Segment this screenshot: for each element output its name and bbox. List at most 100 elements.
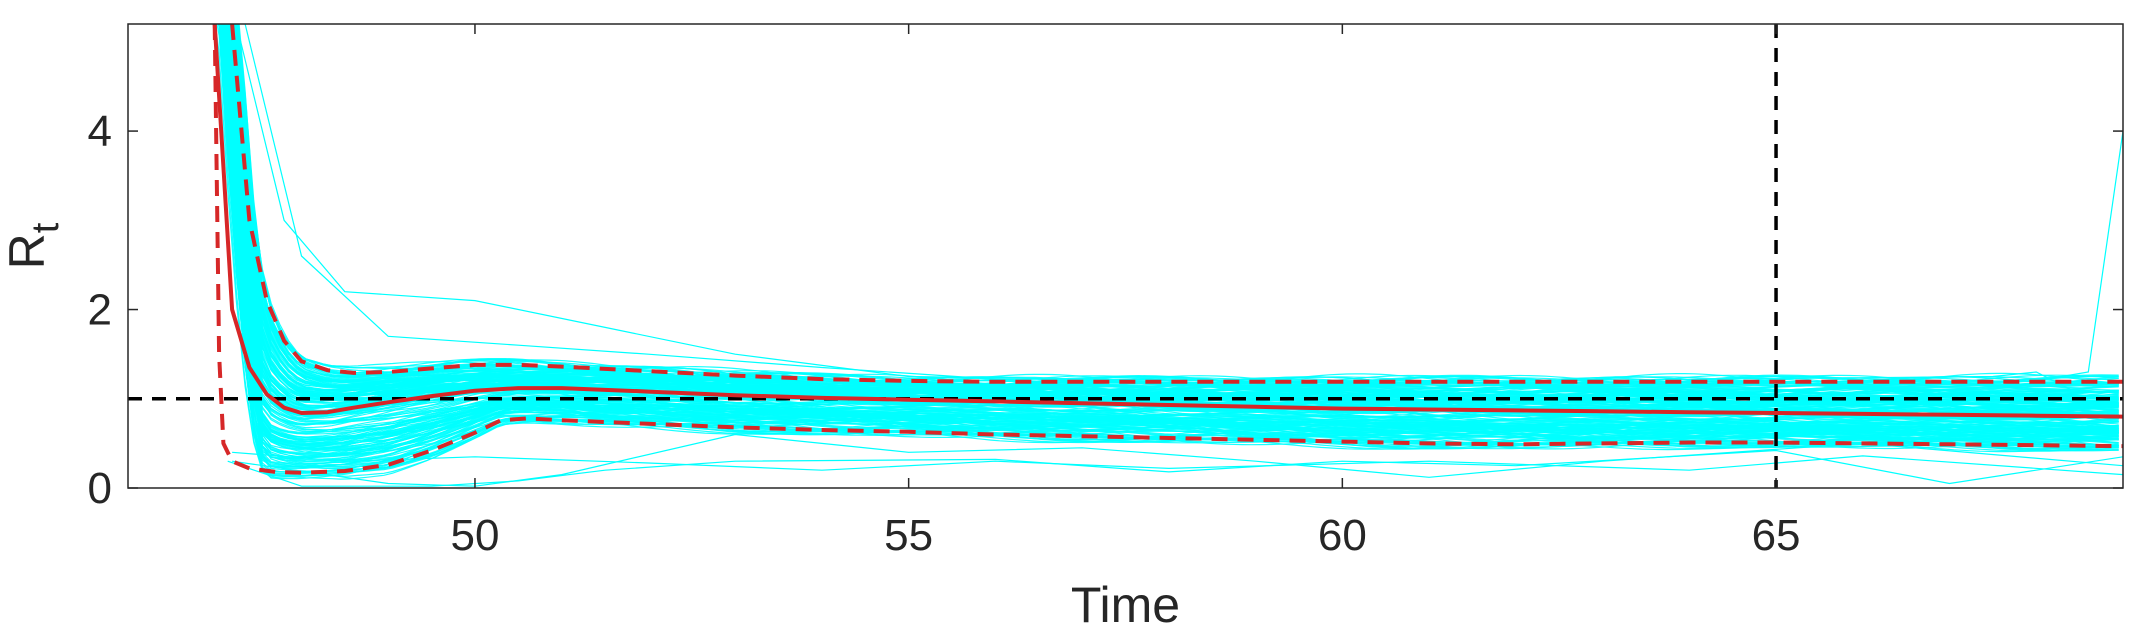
ensemble-trajectory bbox=[232, 24, 2119, 408]
ensemble-trajectory bbox=[229, 24, 2119, 421]
ensemble-trajectory bbox=[221, 24, 2119, 408]
summary-series bbox=[212, 24, 2123, 475]
ensemble-trajectory bbox=[221, 24, 2119, 408]
ensemble-outlier-trajectory bbox=[232, 451, 2123, 476]
x-axis-label: Time bbox=[1071, 577, 1180, 633]
ensemble-trajectory bbox=[229, 24, 2119, 400]
ensemble-trajectory bbox=[236, 24, 2119, 400]
ensemble-trajectory bbox=[222, 24, 2119, 417]
ensemble-trajectory bbox=[229, 24, 2119, 409]
y-axis-label: Rt bbox=[0, 222, 67, 269]
ensemble-trajectory bbox=[228, 24, 2119, 416]
ensemble-trajectory bbox=[236, 24, 2119, 398]
ensemble-trajectory bbox=[237, 24, 2119, 399]
y-axis-ticks: 0 2 4 bbox=[88, 107, 2123, 513]
ensemble-trajectory bbox=[238, 24, 2119, 389]
ensemble-trajectory bbox=[231, 24, 2119, 406]
ensemble-trajectory bbox=[230, 24, 2119, 411]
ensemble-trajectory bbox=[226, 24, 2119, 397]
ensemble-trajectory bbox=[225, 24, 2119, 449]
ensemble-trajectory bbox=[227, 24, 2119, 400]
ensemble-trajectory bbox=[224, 24, 2119, 462]
ensemble-trajectory bbox=[238, 24, 2119, 404]
ensemble-trajectory bbox=[221, 24, 2119, 416]
ensemble-trajectory bbox=[227, 24, 2119, 415]
ensemble-trajectory bbox=[236, 24, 2119, 413]
ensemble-trajectory bbox=[230, 24, 2119, 393]
ensemble-trajectory bbox=[223, 24, 2119, 414]
ensemble-outlier-trajectory bbox=[244, 24, 2072, 391]
ensemble-trajectory bbox=[228, 24, 2119, 387]
ensemble-trajectory bbox=[237, 24, 2119, 393]
ensemble-trajectory bbox=[224, 24, 2119, 397]
ensemble-trajectory bbox=[231, 24, 2119, 416]
ensemble-trajectory bbox=[233, 24, 2119, 413]
ensemble-trajectory bbox=[233, 24, 2119, 420]
ensemble-trajectory bbox=[223, 24, 2119, 400]
ensemble-trajectory bbox=[227, 24, 2119, 401]
y-axis-label-main: R bbox=[0, 233, 55, 269]
ensemble-trajectory bbox=[221, 24, 2119, 420]
upper-bound-line bbox=[230, 24, 2123, 384]
ensemble-trajectory bbox=[224, 24, 2119, 404]
x-tick-label: 60 bbox=[1318, 511, 1367, 560]
ensemble-trajectory bbox=[219, 24, 2119, 447]
x-tick-label: 55 bbox=[884, 511, 933, 560]
x-axis-ticks: 50 55 60 65 bbox=[450, 24, 1801, 560]
ensemble-trajectory bbox=[230, 24, 2119, 410]
ensemble-trajectory bbox=[228, 24, 2119, 420]
ensemble-trajectory bbox=[230, 24, 2119, 416]
ensemble-trajectory bbox=[224, 24, 2119, 413]
ensemble-trajectory bbox=[228, 24, 2119, 478]
ensemble-trajectory bbox=[233, 24, 2119, 388]
ensemble-trajectory bbox=[225, 24, 2119, 400]
ensemble-trajectory bbox=[233, 24, 2119, 398]
ensemble-trajectory bbox=[228, 24, 2119, 435]
ensemble-trajectory bbox=[225, 24, 2119, 416]
ensemble-trajectory bbox=[235, 24, 2119, 388]
reference-lines bbox=[128, 24, 2123, 488]
ensemble-trajectory bbox=[219, 24, 2119, 463]
ensemble-outlier-trajectory bbox=[232, 433, 2123, 487]
ensemble-trajectory bbox=[229, 24, 2119, 450]
ensemble-trajectory bbox=[233, 24, 2119, 419]
ensemble-trajectory bbox=[235, 24, 2119, 398]
y-tick-label: 4 bbox=[88, 107, 112, 156]
ensemble-trajectory bbox=[230, 24, 2119, 404]
ensemble-trajectory bbox=[238, 24, 2119, 391]
ensemble-trajectory bbox=[238, 24, 2119, 398]
ensemble-trajectory bbox=[236, 24, 2119, 416]
ensemble-trajectory bbox=[231, 24, 2119, 407]
x-tick-label: 50 bbox=[450, 511, 499, 560]
ensemble-trajectory bbox=[236, 24, 2119, 387]
ensemble-trajectory bbox=[236, 24, 2119, 408]
ensemble-trajectory bbox=[230, 24, 2119, 455]
ensemble-trajectory bbox=[232, 24, 2119, 398]
ensemble-trajectory bbox=[236, 24, 2119, 387]
ensemble-trajectory bbox=[235, 24, 2119, 398]
ensemble-trajectory bbox=[222, 24, 2119, 405]
ensemble-trajectory bbox=[233, 24, 2119, 387]
ensemble-trajectory bbox=[221, 24, 2119, 417]
ensemble-outlier-trajectory bbox=[227, 449, 2123, 487]
ensemble-trajectory bbox=[236, 24, 2119, 385]
ensemble-trajectory bbox=[231, 24, 2119, 412]
ensemble-trajectory bbox=[228, 24, 2119, 400]
ensemble-trajectory bbox=[223, 24, 2119, 394]
ensemble-outlier-trajectory bbox=[235, 24, 2123, 384]
ensemble-trajectory bbox=[220, 24, 2119, 412]
ensemble-trajectory bbox=[223, 24, 2119, 416]
ensemble-trajectory bbox=[230, 24, 2119, 405]
y-tick-label: 2 bbox=[88, 286, 112, 335]
ensemble-trajectory bbox=[223, 24, 2119, 418]
ensemble-trajectory bbox=[224, 24, 2119, 419]
ensemble-trajectory bbox=[229, 24, 2119, 400]
ensemble-trajectory bbox=[219, 24, 2119, 424]
ensemble-trajectory bbox=[237, 24, 2119, 410]
ensemble-trajectory bbox=[221, 24, 2119, 414]
lower-bound-line bbox=[212, 24, 2123, 475]
ensemble-trajectory bbox=[221, 24, 2119, 420]
ensemble-trajectory bbox=[224, 24, 2119, 433]
ensemble-trajectory bbox=[226, 24, 2119, 391]
ensemble-trajectory bbox=[223, 24, 2119, 419]
